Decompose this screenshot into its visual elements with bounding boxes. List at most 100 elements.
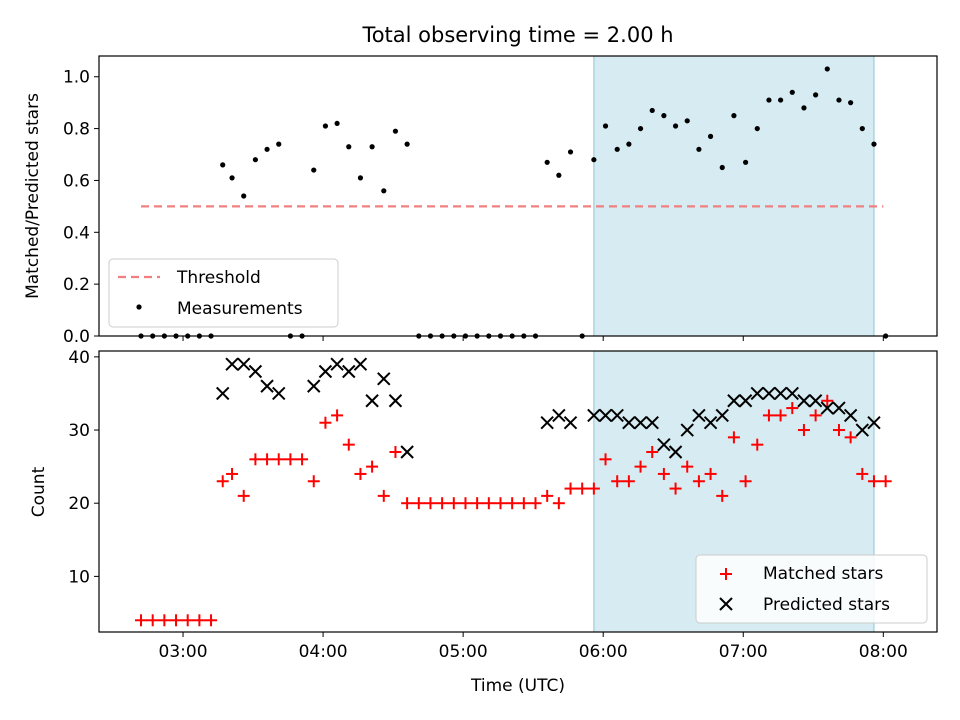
predicted-star-point [587,408,601,423]
top-axes-frame [98,55,938,337]
predicted-star-point [610,408,624,423]
measurement-point [661,113,667,119]
measurement-point [778,97,784,103]
measurement-point [276,141,282,147]
chart-title: Total observing time = 2.00 h [361,23,673,47]
matched-star-point [342,438,355,451]
predicted-star-point [680,423,694,437]
measurement-point [754,125,760,132]
matched-star-point [786,402,799,415]
matched-star-point [249,453,262,466]
measurement-point [404,141,410,147]
matched-star-point [482,497,495,510]
y-tick-label: 0.4 [63,223,90,243]
matched-star-point [354,467,367,480]
measurement-point [707,133,714,139]
matched-star-point [797,424,810,437]
predicted-star-point [785,386,799,401]
measurement-point [334,120,340,127]
matched-star-point [412,497,425,510]
predicted-star-point [400,445,414,459]
matched-star-point [205,614,218,627]
matched-star-point [517,497,530,510]
matched-star-point [401,497,414,510]
matched-star-point [506,497,519,510]
predicted-star-point [260,379,274,393]
measurement-point [591,157,597,163]
top-y-ticks: 0.0 0.2 0.4 0.6 0.8 1.0 [63,68,99,347]
predicted-star-point [645,416,659,430]
matched-star-point [634,460,647,473]
matched-star-point [193,614,206,627]
predicted-star-point [843,408,858,423]
y-tick-label: 10 [68,567,90,587]
y-tick-label: 0.2 [63,275,90,295]
predicted-star-point [342,364,356,379]
measurement-point [637,125,644,132]
matched-star-point [307,475,320,488]
matched-star-point [181,614,194,627]
matched-star-point [576,482,589,495]
measurement-point [252,157,258,163]
matched-star-point [657,467,670,480]
predicted-star-point [773,386,788,401]
matched-star-point [170,614,183,627]
predicted-star-point [237,357,251,371]
x-tick-label: 03:00 [159,642,208,662]
y-tick-label: 0.6 [63,171,90,191]
top-legend-box [108,258,339,328]
x-tick-label: 07:00 [719,642,768,662]
matched-star-point [727,431,740,444]
measurement-point [392,128,399,134]
measurement-point [649,107,655,114]
predicted-star-point [307,379,321,393]
measurement-point [626,141,632,147]
y-tick-label: 0.8 [63,120,90,140]
legend-measurements-swatch [136,304,142,310]
bottom-x-ticks: 03:00 04:00 05:00 06:00 07:00 08:00 [159,632,908,662]
matched-star-point [447,497,460,510]
bottom-series-layer [135,357,892,627]
predicted-star-point [622,416,636,430]
matched-star-point [879,475,892,488]
matched-star-point [424,497,437,510]
measurement-point [544,159,550,165]
matched-star-point [261,453,274,466]
predicted-star-point [225,357,239,371]
top-highlight-span [593,55,875,337]
legend-predicted-swatch [719,597,733,611]
predicted-star-point [867,416,881,430]
y-tick-label: 40 [68,348,90,368]
predicted-star-point [552,408,566,423]
predicted-star-point [365,394,379,408]
measurement-point [731,113,737,119]
measurement-point [742,159,749,165]
predicted-star-point [388,394,403,408]
predicted-star-point [216,386,230,401]
predicted-star-point [750,386,764,401]
predicted-star-point [727,394,741,408]
predicted-star-point [598,408,613,423]
matched-star-point [541,489,554,502]
predicted-star-point [318,364,333,379]
measurement-point [672,123,679,129]
x-axis-label: Time (UTC) [470,676,565,696]
matched-star-point [611,475,624,488]
measurement-point [719,164,725,171]
matched-star-point [436,497,449,510]
matched-star-point [135,614,148,627]
matched-star-point [494,497,507,510]
matched-star-point [844,431,857,444]
matched-star-point [716,489,729,502]
measurement-point [871,141,877,147]
predicted-star-point [692,408,706,423]
measurement-point [614,146,620,152]
matched-star-point [669,482,682,495]
matched-star-point [564,482,577,495]
matched-star-point [377,489,390,502]
top-legend: Threshold Measurements [108,258,339,328]
matched-star-point [821,394,834,407]
matched-star-point [366,460,379,473]
matched-star-point [459,497,472,510]
